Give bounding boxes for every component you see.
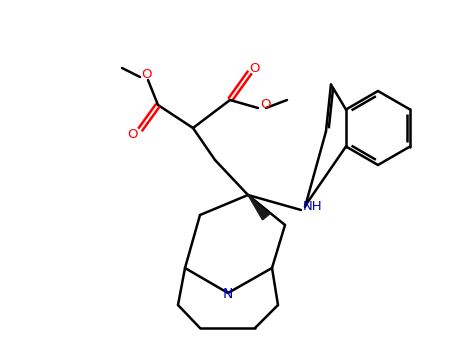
Polygon shape <box>248 195 269 220</box>
Text: O: O <box>141 69 151 82</box>
Text: NH: NH <box>303 201 323 214</box>
Text: O: O <box>127 128 137 141</box>
Text: O: O <box>249 62 259 75</box>
Text: N: N <box>223 287 233 301</box>
Text: O: O <box>260 98 271 112</box>
